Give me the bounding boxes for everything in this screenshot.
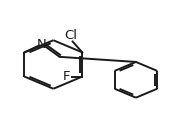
Text: N: N xyxy=(37,38,47,51)
Text: F: F xyxy=(63,70,70,83)
Text: Cl: Cl xyxy=(64,29,77,42)
